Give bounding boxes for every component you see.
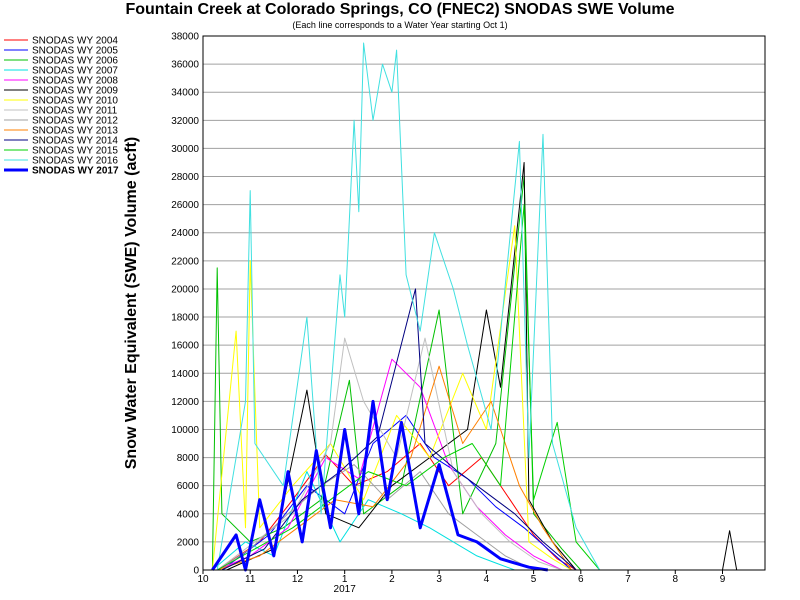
y-tick-label: 30000 <box>171 144 199 155</box>
y-tick-label: 18000 <box>171 313 199 324</box>
x-tick-label: 1 <box>342 574 348 585</box>
y-tick-label: 16000 <box>171 341 199 352</box>
x-tick-label: 11 <box>245 574 256 585</box>
legend-label: SNODAS WY 2013 <box>32 126 118 137</box>
legend-label: SNODAS WY 2016 <box>32 156 118 167</box>
chart-title: Fountain Creek at Colorado Springs, CO (… <box>125 1 675 18</box>
x-tick-label: 9 <box>720 574 726 585</box>
legend-label: SNODAS WY 2008 <box>32 76 118 87</box>
legend-label: SNODAS WY 2015 <box>32 146 118 157</box>
x-tick-label: 8 <box>672 574 678 585</box>
series-line-14 <box>211 399 549 572</box>
series-line-13 <box>216 42 601 571</box>
gridlines <box>203 35 765 543</box>
y-tick-label: 14000 <box>171 369 199 380</box>
y-tick-label: 6000 <box>177 481 200 492</box>
x-tick-label: 7 <box>625 574 631 585</box>
y-tick-label: 26000 <box>171 200 199 211</box>
y-tick-label: 8000 <box>177 453 200 464</box>
x-year-label: 2017 <box>334 584 357 595</box>
x-tick-label: 6 <box>578 574 584 585</box>
legend-label: SNODAS WY 2014 <box>32 136 118 147</box>
y-tick-label: 38000 <box>171 32 199 43</box>
x-tick-label: 12 <box>292 574 304 585</box>
legend-label: SNODAS WY 2011 <box>32 106 118 117</box>
legend-label: SNODAS WY 2006 <box>32 56 118 67</box>
series-line-5 <box>217 358 563 571</box>
y-tick-label: 12000 <box>171 397 199 408</box>
legend-label: SNODAS WY 2017 <box>32 166 119 177</box>
x-tick-label: 5 <box>531 574 537 585</box>
series-line-6 <box>226 162 738 571</box>
series-line-12 <box>216 204 601 571</box>
y-tick-label: 22000 <box>171 256 199 267</box>
plot-frame <box>202 35 766 571</box>
legend-label: SNODAS WY 2007 <box>32 66 118 77</box>
y-tick-label: 4000 <box>177 509 200 520</box>
y-tick-label: 34000 <box>171 88 199 99</box>
series-line-10 <box>217 365 572 571</box>
legend-label: SNODAS WY 2012 <box>32 116 118 127</box>
y-tick-label: 10000 <box>171 425 199 436</box>
y-tick-label: 28000 <box>171 172 199 183</box>
legend-label: SNODAS WY 2010 <box>32 96 118 107</box>
x-tick-label: 10 <box>197 574 209 585</box>
legend-label: SNODAS WY 2005 <box>32 46 118 57</box>
series-layer <box>211 42 738 572</box>
x-tick-label: 3 <box>436 574 442 585</box>
legend-label: SNODAS WY 2009 <box>32 86 118 97</box>
y-tick-label: 0 <box>193 566 199 577</box>
series-line-4 <box>212 471 515 571</box>
y-axis-label: Snow Water Equivalent (SWE) Volume (acft… <box>123 137 140 469</box>
chart-subtitle: (Each line corresponds to a Water Year s… <box>292 20 508 30</box>
x-tick-label: 2 <box>389 574 395 585</box>
y-tick-label: 32000 <box>171 116 199 127</box>
y-tick-label: 36000 <box>171 60 199 71</box>
x-tick-label: 4 <box>484 574 490 585</box>
y-tick-label: 20000 <box>171 284 199 295</box>
series-line-8 <box>216 337 563 571</box>
y-axis: 0 2000 4000 6000 8000 10000 12000 14000 16000 180… <box>171 32 199 577</box>
y-tick-label: 24000 <box>171 228 199 239</box>
legend-label: SNODAS WY 2004 <box>32 36 118 47</box>
y-tick-label: 2000 <box>177 537 200 548</box>
